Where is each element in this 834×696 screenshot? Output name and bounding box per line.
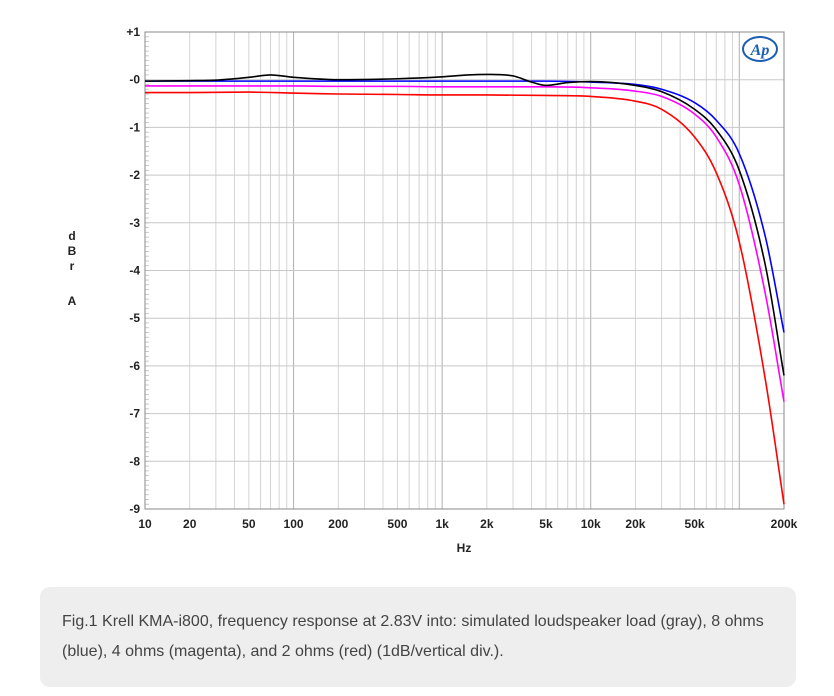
series-line-2: [145, 80, 785, 333]
figure-caption: Fig.1 Krell KMA-i800, frequency response…: [40, 587, 796, 687]
x-tick-label: 50: [242, 517, 256, 531]
y-tick-label: +1: [126, 25, 140, 39]
x-tick-label: 20: [183, 517, 197, 531]
y-axis-title-char: r: [70, 259, 75, 273]
x-tick-labels: 10 20 50 100 200 500 1k 2k 5k 10k 20k 50k 200k: [138, 517, 797, 531]
y-axis-title: dBr A: [68, 229, 77, 308]
y-axis-title-char: B: [68, 244, 77, 258]
x-tick-label: 50k: [685, 517, 705, 531]
ap-logo: Ap: [740, 34, 780, 64]
y-tick-label: -0: [129, 73, 140, 87]
y-tick-label: -6: [129, 359, 140, 373]
x-tick-label: 10k: [581, 517, 601, 531]
plot-frame: [144, 31, 785, 510]
x-tick-label: 500: [387, 517, 407, 531]
x-axis-title: Hz: [457, 541, 472, 555]
x-tick-label: 200: [328, 517, 348, 531]
y-tick-label: -3: [129, 216, 140, 230]
y-axis-title-char: A: [68, 294, 77, 308]
x-tick-label: 10: [138, 517, 152, 531]
x-tick-label: 20k: [625, 517, 645, 531]
ap-logo-text: Ap: [750, 42, 770, 59]
y-tick-label: -4: [129, 264, 140, 278]
y-tick-label: -7: [129, 407, 140, 421]
plot-grid: [145, 31, 784, 510]
series-line-1: [144, 85, 785, 402]
y-tick-label: -5: [129, 311, 140, 325]
frequency-response-chart: 10 20 50 100 200 500 1k 2k 5k 10k 20k 50k 200k +1 -0 -…: [68, 25, 798, 555]
x-tick-label: 1k: [435, 517, 449, 531]
x-tick-label: 5k: [539, 517, 553, 531]
y-tick-label: -1: [129, 120, 140, 134]
y-tick-label: -2: [129, 168, 140, 182]
x-tick-label: 2k: [480, 517, 494, 531]
series-line-0: [145, 91, 785, 505]
y-axis-title-char: d: [68, 229, 75, 243]
y-tick-label: -8: [129, 454, 140, 468]
ap-logo-mark: Ap: [742, 36, 778, 62]
x-tick-label: 100: [284, 517, 304, 531]
plot-series: [144, 73, 785, 505]
y-tick-label: -9: [129, 502, 140, 516]
x-tick-label: 200k: [771, 517, 798, 531]
y-tick-labels: +1 -0 -1 -2 -3 -4 -5 -6 -7 -8 -9: [126, 25, 140, 516]
series-line-3: [144, 73, 785, 376]
